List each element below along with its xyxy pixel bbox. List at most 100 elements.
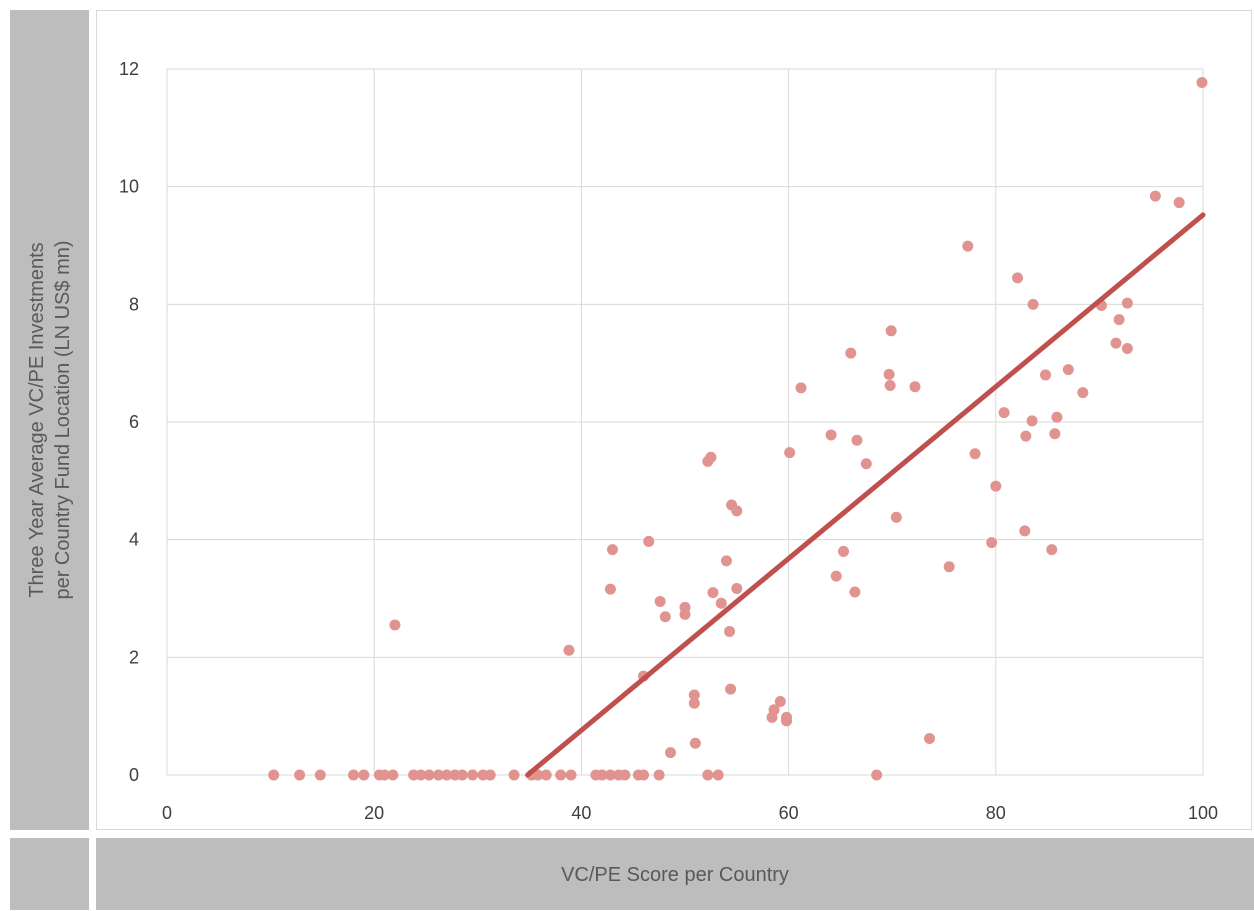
- data-point: [884, 380, 896, 392]
- data-point: [1173, 197, 1185, 209]
- data-point: [838, 545, 850, 557]
- data-point: [1077, 387, 1089, 399]
- data-point: [688, 689, 700, 701]
- gridlines: [166, 68, 1204, 776]
- trendline-group: [525, 212, 1206, 778]
- data-point: [643, 535, 655, 547]
- data-point: [1051, 411, 1063, 423]
- data-point: [294, 769, 306, 781]
- data-point: [508, 769, 520, 781]
- data-point: [1012, 272, 1024, 284]
- data-point: [998, 407, 1010, 419]
- data-point: [659, 611, 671, 623]
- data-point: [890, 511, 902, 523]
- data-point: [347, 769, 359, 781]
- data-point: [1121, 297, 1133, 309]
- data-point: [689, 737, 701, 749]
- y-tick-label: 8: [129, 294, 139, 314]
- data-points: [268, 77, 1208, 781]
- data-point: [532, 769, 544, 781]
- data-point: [990, 480, 1002, 492]
- data-point: [540, 769, 552, 781]
- data-point: [604, 769, 616, 781]
- y-axis-title-panel: Three Year Average VC/PE Investments per…: [10, 10, 89, 830]
- data-point: [679, 601, 691, 613]
- data-point: [781, 715, 793, 727]
- data-point: [1149, 190, 1161, 202]
- data-point: [1049, 428, 1061, 440]
- x-tick-label: 100: [1188, 803, 1218, 823]
- data-point: [441, 769, 453, 781]
- data-point: [688, 697, 700, 709]
- data-point: [731, 582, 743, 594]
- data-point: [456, 769, 468, 781]
- data-point: [715, 597, 727, 609]
- data-point: [415, 769, 427, 781]
- data-point: [565, 769, 577, 781]
- data-point: [654, 595, 666, 607]
- data-point: [830, 570, 842, 582]
- data-point: [851, 434, 863, 446]
- data-point: [1196, 77, 1208, 89]
- data-point: [1019, 525, 1031, 537]
- x-tick-label: 20: [364, 803, 384, 823]
- trendline: [525, 212, 1206, 778]
- data-point: [664, 747, 676, 759]
- data-point: [1110, 337, 1122, 349]
- data-point: [845, 347, 857, 359]
- data-point: [1121, 342, 1133, 354]
- data-point: [883, 368, 895, 380]
- data-point: [1113, 314, 1125, 326]
- data-point: [731, 505, 743, 517]
- data-point: [962, 240, 974, 252]
- data-point: [720, 555, 732, 567]
- data-point: [389, 619, 401, 631]
- x-tick-label: 60: [779, 803, 799, 823]
- corner-panel: [10, 838, 89, 910]
- x-tick-label: 40: [571, 803, 591, 823]
- data-point: [885, 325, 897, 337]
- data-point: [707, 587, 719, 599]
- data-point: [653, 769, 665, 781]
- tick-labels: 0 20 40 60 80 100 0 2 4 6 8 10 12: [119, 59, 1218, 823]
- data-point: [871, 769, 883, 781]
- data-point: [986, 537, 998, 549]
- data-point: [768, 704, 780, 716]
- data-point: [387, 769, 399, 781]
- data-point: [314, 769, 326, 781]
- data-point: [555, 769, 567, 781]
- data-point: [712, 769, 724, 781]
- data-point: [423, 769, 435, 781]
- data-point: [909, 381, 921, 393]
- data-point: [923, 733, 935, 745]
- data-point: [484, 769, 496, 781]
- data-point: [563, 644, 575, 656]
- data-point: [1046, 544, 1058, 556]
- data-point: [969, 448, 981, 460]
- data-point: [432, 769, 444, 781]
- data-point: [774, 695, 786, 707]
- data-point: [268, 769, 280, 781]
- data-point: [619, 769, 631, 781]
- x-tick-label: 80: [986, 803, 1006, 823]
- x-tick-label: 0: [162, 803, 172, 823]
- data-point: [725, 683, 737, 695]
- data-point: [467, 769, 479, 781]
- data-point: [795, 382, 807, 394]
- y-tick-label: 2: [129, 647, 139, 667]
- data-point: [596, 769, 608, 781]
- data-point: [1026, 415, 1038, 427]
- data-point: [1020, 430, 1032, 442]
- x-axis-title-panel: VC/PE Score per Country: [96, 838, 1254, 910]
- y-tick-label: 0: [129, 765, 139, 785]
- data-point: [358, 769, 370, 781]
- data-point: [604, 583, 616, 595]
- data-point: [1062, 364, 1074, 376]
- x-axis-title: VC/PE Score per Country: [561, 864, 789, 886]
- data-point: [705, 451, 717, 463]
- data-point: [702, 769, 714, 781]
- data-point: [379, 769, 391, 781]
- data-point: [1040, 369, 1052, 381]
- data-point: [943, 561, 955, 573]
